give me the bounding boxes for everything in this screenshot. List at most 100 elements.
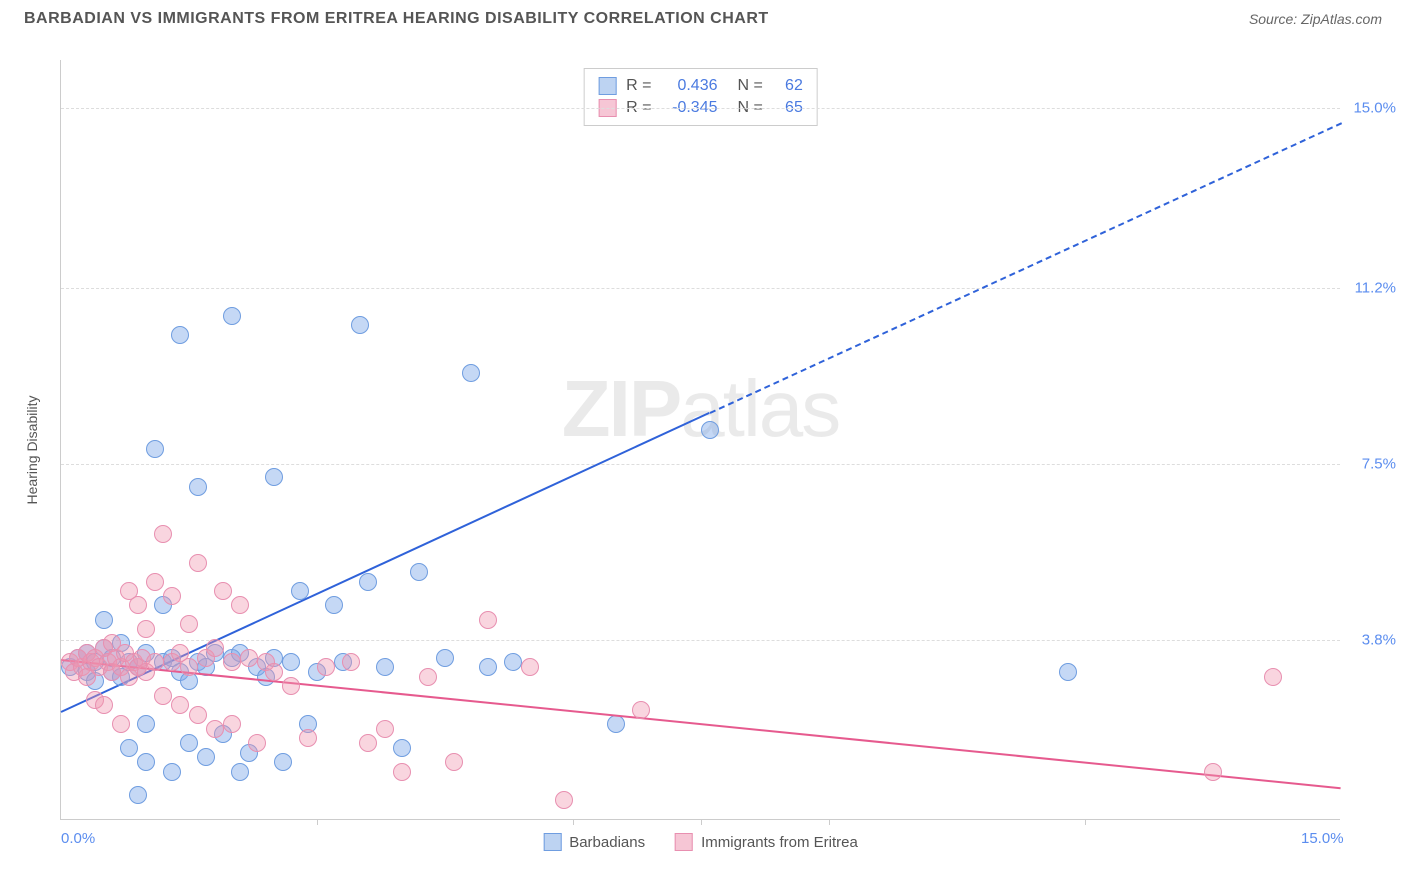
data-point — [223, 653, 241, 671]
y-axis-label: Hearing Disability — [24, 396, 40, 505]
gridline — [61, 288, 1340, 289]
data-point — [206, 720, 224, 738]
data-point — [240, 649, 258, 667]
r-value: 0.436 — [662, 77, 718, 95]
data-point — [376, 658, 394, 676]
stats-row: R = 0.436 N = 62 — [598, 75, 803, 97]
n-value: 62 — [773, 77, 803, 95]
legend-swatch — [675, 833, 693, 851]
x-tick — [573, 819, 574, 825]
x-tick — [829, 819, 830, 825]
data-point — [265, 663, 283, 681]
x-tick-label: 15.0% — [1301, 830, 1344, 847]
data-point — [189, 478, 207, 496]
data-point — [154, 687, 172, 705]
data-point — [129, 786, 147, 804]
data-point — [359, 734, 377, 752]
data-point — [231, 763, 249, 781]
series-swatch — [598, 77, 616, 95]
data-point — [171, 326, 189, 344]
data-point — [231, 596, 249, 614]
gridline — [61, 108, 1340, 109]
data-point — [163, 763, 181, 781]
y-tick-label: 11.2% — [1355, 280, 1396, 297]
legend-label: Immigrants from Eritrea — [701, 834, 858, 851]
chart-source: Source: ZipAtlas.com — [1249, 11, 1382, 27]
data-point — [137, 753, 155, 771]
data-point — [146, 573, 164, 591]
data-point — [137, 620, 155, 638]
data-point — [555, 791, 573, 809]
chart-area: Hearing Disability ZIPatlas R =0.436N =6… — [50, 50, 1370, 850]
legend-item: Immigrants from Eritrea — [675, 833, 858, 851]
data-point — [95, 611, 113, 629]
data-point — [632, 701, 650, 719]
data-point — [95, 696, 113, 714]
trendline-extrapolated — [709, 122, 1341, 414]
data-point — [180, 658, 198, 676]
data-point — [112, 715, 130, 733]
watermark: ZIPatlas — [562, 363, 839, 455]
data-point — [146, 440, 164, 458]
legend-swatch — [543, 833, 561, 851]
data-point — [248, 734, 266, 752]
data-point — [419, 668, 437, 686]
data-point — [180, 734, 198, 752]
data-point — [189, 554, 207, 572]
data-point — [607, 715, 625, 733]
data-point — [436, 649, 454, 667]
chart-title: BARBADIAN VS IMMIGRANTS FROM ERITREA HEA… — [24, 10, 769, 28]
data-point — [129, 596, 147, 614]
y-tick-label: 3.8% — [1362, 631, 1396, 648]
data-point — [171, 696, 189, 714]
data-point — [214, 582, 232, 600]
data-point — [154, 525, 172, 543]
x-tick-label: 0.0% — [61, 830, 95, 847]
gridline — [61, 640, 1340, 641]
data-point — [282, 677, 300, 695]
data-point — [291, 582, 309, 600]
data-point — [1204, 763, 1222, 781]
data-point — [265, 468, 283, 486]
data-point — [445, 753, 463, 771]
data-point — [206, 639, 224, 657]
data-point — [351, 316, 369, 334]
data-point — [410, 563, 428, 581]
legend-label: Barbadians — [569, 834, 645, 851]
data-point — [274, 753, 292, 771]
chart-header: BARBADIAN VS IMMIGRANTS FROM ERITREA HEA… — [0, 0, 1406, 34]
data-point — [180, 615, 198, 633]
data-point — [342, 653, 360, 671]
data-point — [282, 653, 300, 671]
y-tick-label: 7.5% — [1362, 455, 1396, 472]
data-point — [1059, 663, 1077, 681]
x-tick — [317, 819, 318, 825]
data-point — [189, 706, 207, 724]
data-point — [1264, 668, 1282, 686]
data-point — [223, 307, 241, 325]
data-point — [504, 653, 522, 671]
data-point — [163, 587, 181, 605]
data-point — [197, 748, 215, 766]
r-label: R = — [626, 77, 651, 95]
data-point — [120, 739, 138, 757]
x-tick — [1085, 819, 1086, 825]
data-point — [376, 720, 394, 738]
data-point — [701, 421, 719, 439]
n-label: N = — [738, 77, 763, 95]
data-point — [317, 658, 335, 676]
scatter-plot: ZIPatlas R =0.436N =62R =-0.345N =65 Bar… — [60, 60, 1340, 820]
data-point — [393, 739, 411, 757]
trendline — [61, 659, 1341, 789]
gridline — [61, 464, 1340, 465]
data-point — [479, 611, 497, 629]
series-legend: Barbadians Immigrants from Eritrea — [543, 833, 858, 851]
x-tick — [701, 819, 702, 825]
correlation-stats-box: R =0.436N =62R =-0.345N =65 — [583, 68, 818, 126]
data-point — [393, 763, 411, 781]
data-point — [479, 658, 497, 676]
data-point — [299, 729, 317, 747]
data-point — [146, 653, 164, 671]
legend-item: Barbadians — [543, 833, 645, 851]
y-tick-label: 15.0% — [1353, 99, 1396, 116]
